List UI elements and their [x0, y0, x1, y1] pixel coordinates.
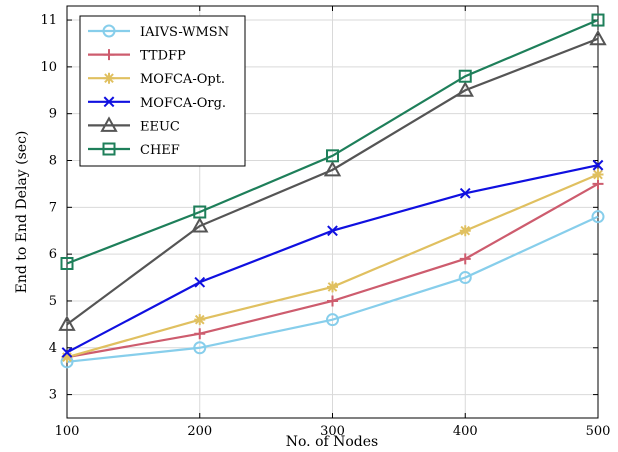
x-axis-label: No. of Nodes: [286, 434, 379, 450]
data-point-marker: [591, 13, 605, 27]
data-point-marker: [592, 159, 604, 171]
legend-label: MOFCA-Opt.: [140, 72, 225, 87]
legend-swatch-marker: [102, 142, 116, 156]
y-axis-label: End to End Delay (sec): [14, 131, 30, 294]
data-point-marker: [327, 281, 338, 293]
y-tick-label: 6: [49, 247, 57, 262]
data-point-marker: [323, 160, 342, 177]
legend-entry: MOFCA-Opt.: [88, 72, 225, 87]
x-tick-label: 100: [55, 424, 80, 439]
data-point-marker: [459, 225, 471, 237]
legend-label: CHEF: [140, 143, 180, 158]
series-layer: [58, 13, 607, 369]
legend-box: [79, 15, 246, 167]
data-point-marker: [193, 205, 207, 219]
data-point-marker: [327, 295, 338, 307]
legend-label: MOFCA-Org.: [140, 96, 226, 111]
series-mofca-opt-: [61, 169, 604, 363]
y-tick-label: 8: [49, 154, 57, 169]
data-point-marker: [592, 178, 604, 190]
legend-swatch-marker: [103, 96, 115, 108]
data-point-marker: [591, 210, 605, 224]
data-point-marker: [592, 169, 604, 181]
series-line: [66, 37, 599, 326]
y-tick-label: 9: [49, 107, 57, 122]
legend-swatch-marker: [102, 24, 116, 38]
data-point-marker: [459, 187, 471, 199]
legend-label: IAIVS-WMSN: [140, 25, 229, 40]
data-point-marker: [458, 69, 472, 83]
y-tick-label: 4: [49, 341, 57, 356]
y-tick-label: 11: [40, 13, 57, 28]
data-point-marker: [194, 276, 206, 288]
series-eeuc: [58, 29, 607, 331]
legend-entry: TTDFP: [88, 49, 186, 64]
data-point-marker: [458, 271, 472, 285]
y-tick-label: 5: [49, 294, 57, 309]
data-point-marker: [326, 313, 339, 327]
y-tick-label: 3: [49, 388, 57, 403]
data-point-marker: [459, 253, 471, 265]
legend-label: EEUC: [140, 119, 180, 134]
y-tick-label: 7: [49, 200, 57, 215]
legend-swatch-marker: [103, 49, 115, 61]
legend-entry: EEUC: [88, 116, 180, 134]
x-tick-label: 400: [453, 424, 478, 439]
series-mofca-org-: [61, 159, 604, 358]
data-point-marker: [327, 225, 338, 237]
x-tick-label: 300: [320, 424, 345, 439]
data-point-marker: [191, 216, 209, 233]
data-point-marker: [194, 314, 206, 326]
legend-label: TTDFP: [140, 49, 186, 64]
x-tick-label: 200: [187, 424, 212, 439]
legend: IAIVS-WMSN TTDFP MOFCA-Opt. MOFCA-Org. EEUC C…: [79, 15, 246, 167]
legend-swatch-marker: [100, 116, 118, 132]
legend-entry: CHEF: [88, 142, 180, 158]
y-tick-label: 10: [40, 60, 57, 75]
legend-swatch-marker: [103, 72, 115, 84]
data-point-marker: [326, 149, 339, 163]
data-point-marker: [456, 81, 474, 97]
data-point-marker: [589, 29, 607, 46]
axis-ticks: 100 200 300 400 500 3 4 5 6 7 8 9 10 11: [40, 6, 610, 439]
legend-entry: IAIVS-WMSN: [88, 24, 229, 40]
series-chef: [60, 13, 605, 270]
data-point-marker: [61, 347, 73, 358]
data-point-marker: [60, 257, 74, 270]
data-point-marker: [58, 315, 76, 331]
x-tick-label: 500: [586, 424, 611, 439]
series-line: [66, 19, 599, 265]
data-point-marker: [61, 351, 73, 363]
legend-entry: MOFCA-Org.: [88, 96, 226, 111]
series-iaivs-wmsn: [60, 210, 605, 369]
series-line: [66, 215, 599, 363]
data-point-marker: [193, 341, 207, 355]
data-point-marker: [194, 328, 206, 340]
